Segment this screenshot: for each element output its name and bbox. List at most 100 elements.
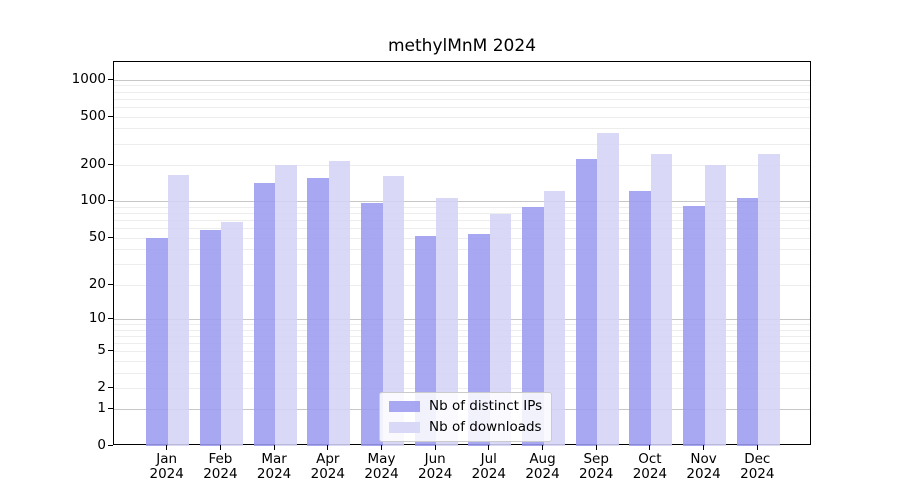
- x-tick-year: 2024: [525, 466, 560, 482]
- bar-downloads-aug: [543, 191, 565, 446]
- x-tick-label: Jun 2024: [400, 452, 470, 482]
- y-tick-label: 5: [97, 342, 106, 358]
- x-tick-mark: [488, 445, 490, 450]
- x-tick-mark: [649, 445, 651, 450]
- bar-downloads-jan: [167, 174, 190, 446]
- y-tick-label: 100: [80, 192, 106, 209]
- minor-gridline: [114, 249, 810, 251]
- legend-label-distinct-ips: Nb of distinct IPs: [429, 398, 543, 414]
- x-tick-month: Jun: [424, 451, 446, 467]
- major-gridline: [114, 318, 810, 320]
- minor-gridline: [114, 143, 810, 145]
- minor-gridline: [114, 206, 810, 208]
- bar-downloads-jul: [489, 214, 512, 446]
- x-tick-mark: [542, 445, 543, 450]
- x-tick-label: Jul 2024: [454, 452, 524, 482]
- x-tick-year: 2024: [364, 466, 399, 482]
- x-tick-month: Dec: [744, 451, 771, 467]
- minor-gridline: [114, 85, 810, 87]
- y-tick-label: 20: [88, 275, 106, 292]
- bar-downloads-dec: [758, 153, 780, 446]
- legend-item-downloads: Nb of downloads: [389, 419, 542, 436]
- x-tick-year: 2024: [740, 466, 775, 482]
- x-tick-label: Nov 2024: [669, 452, 739, 482]
- x-tick-year: 2024: [686, 466, 721, 482]
- bar-downloads-mar: [275, 164, 297, 446]
- y-tick-label: 10: [88, 309, 106, 326]
- x-tick-mark: [219, 445, 221, 450]
- y-tick-mark: [108, 408, 113, 410]
- x-tick-month: Mar: [261, 451, 287, 467]
- y-tick-mark: [108, 78, 113, 80]
- x-tick-mark: [434, 445, 436, 450]
- x-tick-mark: [166, 445, 168, 450]
- x-tick-month: Aug: [529, 451, 556, 467]
- x-tick-label: Jan 2024: [132, 452, 202, 482]
- bar-distinct-ips-feb: [199, 229, 222, 446]
- bar-layer: [114, 62, 810, 446]
- x-tick-year: 2024: [471, 466, 506, 482]
- y-tick-mark: [108, 350, 113, 351]
- minor-gridline: [114, 98, 810, 100]
- legend-label-downloads: Nb of downloads: [429, 419, 542, 435]
- y-tick-mark: [108, 163, 113, 165]
- x-tick-month: Jan: [156, 451, 178, 467]
- minor-gridline: [114, 335, 810, 337]
- y-tick-mark: [108, 236, 113, 238]
- bar-downloads-jun: [436, 197, 458, 446]
- minor-gridline: [114, 228, 810, 230]
- x-tick-mark: [273, 445, 275, 450]
- bar-distinct-ips-jan: [146, 237, 168, 446]
- y-tick-mark: [108, 283, 113, 285]
- y-tick-label: 2: [97, 378, 106, 395]
- legend-swatch-downloads: [389, 422, 420, 433]
- bar-downloads-nov: [704, 164, 727, 446]
- x-tick-mark: [756, 445, 758, 450]
- bar-distinct-ips-mar: [253, 183, 276, 446]
- minor-gridline: [114, 164, 810, 166]
- x-tick-year: 2024: [256, 466, 292, 482]
- y-tick-mark: [108, 200, 113, 202]
- minor-gridline: [114, 91, 810, 93]
- y-tick-label: 50: [88, 228, 106, 245]
- bar-distinct-ips-nov: [683, 205, 705, 446]
- y-tick-label: 1: [97, 400, 106, 417]
- x-tick-mark: [595, 445, 597, 450]
- x-tick-month: Apr: [316, 451, 340, 467]
- minor-gridline: [114, 342, 810, 344]
- bar-distinct-ips-aug: [522, 206, 544, 446]
- minor-gridline: [114, 116, 810, 118]
- x-tick-label: Aug 2024: [508, 452, 578, 482]
- x-tick-year: 2024: [149, 466, 184, 482]
- x-tick-year: 2024: [579, 466, 614, 482]
- y-tick-label: 200: [80, 155, 106, 172]
- major-gridline: [114, 201, 810, 203]
- grid-layer: [114, 62, 810, 444]
- legend-item-distinct-ips: Nb of distinct IPs: [389, 398, 542, 415]
- x-tick-year: 2024: [418, 466, 453, 482]
- bar-downloads-apr: [328, 160, 351, 446]
- x-tick-label: Apr 2024: [293, 452, 363, 482]
- minor-gridline: [114, 237, 810, 239]
- x-tick-year: 2024: [632, 466, 668, 482]
- x-tick-mark: [381, 445, 382, 450]
- y-tick-mark: [108, 115, 113, 117]
- x-tick-month: Feb: [208, 451, 233, 467]
- chart-title: methylMnM 2024: [387, 36, 537, 56]
- x-tick-mark: [327, 445, 329, 450]
- bar-distinct-ips-dec: [736, 197, 759, 446]
- y-tick-mark: [108, 317, 113, 319]
- x-tick-month: Nov: [690, 451, 717, 467]
- legend-swatch-distinct-ips: [389, 401, 420, 412]
- bar-distinct-ips-may: [361, 203, 383, 446]
- bar-downloads-may: [382, 176, 404, 446]
- minor-gridline: [114, 324, 810, 325]
- minor-gridline: [114, 264, 810, 265]
- x-tick-month: Jul: [480, 451, 497, 467]
- bar-downloads-sep: [597, 132, 619, 446]
- minor-gridline: [114, 387, 810, 389]
- bar-distinct-ips-apr: [307, 177, 329, 446]
- major-gridline: [114, 79, 810, 81]
